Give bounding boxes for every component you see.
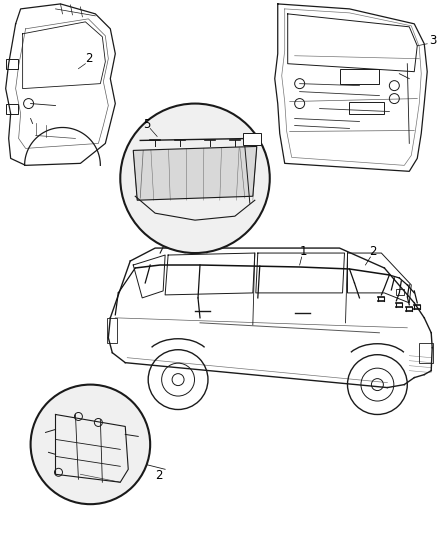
Text: 1: 1 [300, 245, 307, 258]
FancyBboxPatch shape [339, 69, 379, 84]
Text: 5: 5 [143, 118, 151, 132]
FancyBboxPatch shape [6, 103, 18, 114]
Circle shape [148, 350, 208, 409]
Polygon shape [133, 147, 257, 200]
FancyBboxPatch shape [243, 133, 261, 146]
Text: 3: 3 [429, 34, 437, 47]
Text: 6: 6 [178, 235, 186, 248]
Text: 2: 2 [85, 52, 93, 64]
Circle shape [31, 385, 150, 504]
Text: 2: 2 [369, 245, 377, 258]
FancyBboxPatch shape [419, 343, 433, 362]
FancyBboxPatch shape [396, 289, 404, 295]
FancyBboxPatch shape [6, 59, 18, 69]
Circle shape [347, 354, 407, 415]
Text: 8: 8 [205, 235, 212, 248]
Text: 2: 2 [155, 469, 162, 482]
Circle shape [120, 103, 270, 253]
FancyBboxPatch shape [107, 318, 117, 343]
FancyBboxPatch shape [350, 102, 385, 114]
